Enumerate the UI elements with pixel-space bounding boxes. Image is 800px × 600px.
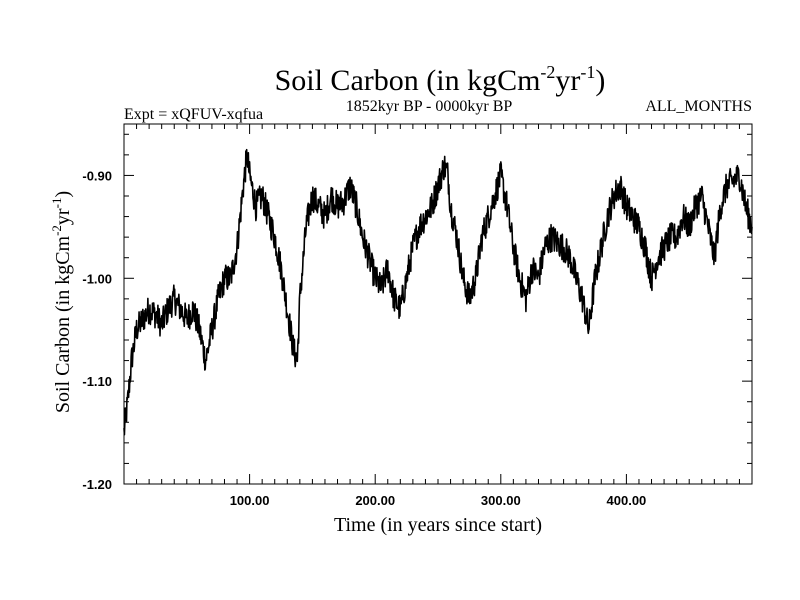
x-tick-label: 300.00 [481,493,521,508]
axis-tick-labels: 100.00 200.00 300.00 400.00 -0.90 -1.00 -1.10 -… [82,168,646,508]
y-tick-label: -1.10 [82,374,112,389]
y-axis-label-sup2: -1 [49,198,64,209]
data-series [123,148,753,436]
chart-title-end: ) [595,64,605,97]
y-tick-label: -0.90 [82,168,112,183]
y-tick-label: -1.00 [82,271,112,286]
x-tick-label: 200.00 [355,493,395,508]
y-axis-label-main: Soil Carbon (in kgCm [52,235,74,413]
chart-title-main: Soil Carbon (in kgCm [275,64,541,97]
chart-title: Soil Carbon (in kgCm-2yr-1) [275,62,606,97]
y-axis-label-mid: yr [52,208,74,225]
plot-frame [123,123,753,485]
period-label: 1852kyr BP - 0000kyr BP [346,98,513,115]
y-axis-label-end: ) [52,191,74,198]
x-axis-label: Time (in years since start) [334,514,542,536]
chart-title-sup2: -1 [580,62,595,82]
axis-ticks [124,124,752,484]
x-tick-label: 400.00 [607,493,647,508]
chart-title-sup1: -2 [540,62,555,82]
y-tick-label: -1.20 [82,477,112,492]
y-axis-label-sup1: -2 [49,225,64,236]
y-axis-label: Soil Carbon (in kgCm-2yr-1) [49,191,74,413]
experiment-label: Expt = xQFUV-xqfua [124,106,263,123]
chart-title-mid: yr [555,64,580,97]
months-label: ALL_MONTHS [645,98,752,115]
x-tick-label: 100.00 [230,493,270,508]
series-line [123,148,753,436]
